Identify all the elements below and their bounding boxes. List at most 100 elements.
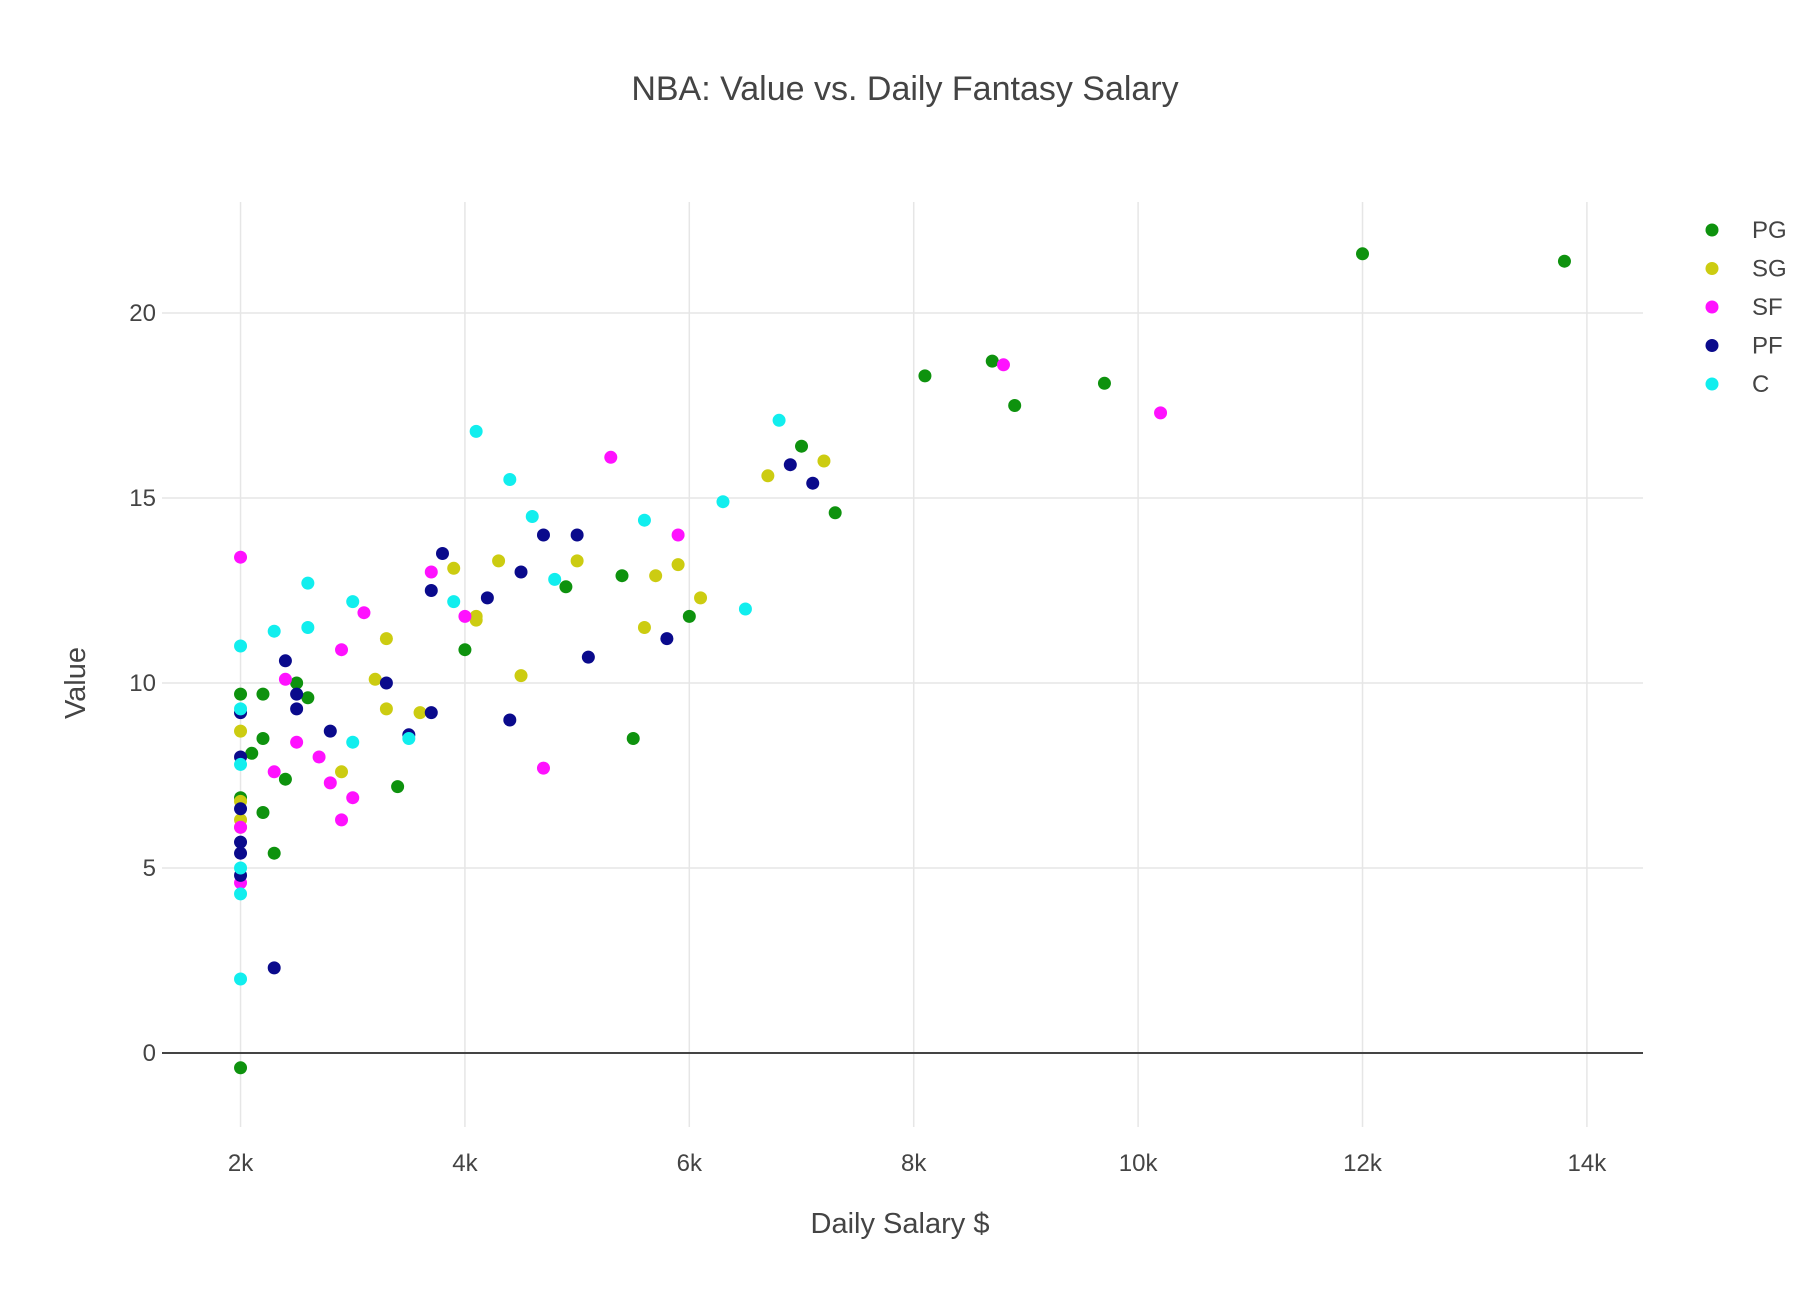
data-point[interactable]	[514, 669, 528, 683]
data-point[interactable]	[604, 450, 618, 464]
data-point[interactable]	[402, 732, 416, 745]
legend-item-c[interactable]: C	[1705, 371, 1770, 398]
data-point[interactable]	[290, 676, 304, 690]
data-point[interactable]	[637, 513, 651, 527]
data-point[interactable]	[379, 632, 393, 646]
data-point[interactable]	[234, 1061, 248, 1075]
data-point[interactable]	[795, 439, 809, 453]
data-point[interactable]	[413, 706, 427, 720]
data-point[interactable]	[996, 358, 1010, 372]
legend-item-pf[interactable]: PF	[1705, 333, 1783, 360]
data-point[interactable]	[391, 780, 405, 794]
data-point[interactable]	[536, 761, 550, 775]
data-point[interactable]	[267, 846, 281, 860]
data-point[interactable]	[424, 706, 438, 720]
data-point[interactable]	[234, 687, 248, 701]
data-point[interactable]	[1008, 399, 1022, 412]
data-point[interactable]	[234, 820, 248, 834]
data-point[interactable]	[817, 454, 831, 468]
data-point[interactable]	[267, 624, 281, 638]
data-point[interactable]	[234, 887, 248, 901]
data-point[interactable]	[772, 413, 786, 427]
data-point[interactable]	[806, 476, 820, 490]
data-point[interactable]	[379, 676, 393, 690]
legend-item-pg[interactable]: PG	[1705, 217, 1787, 244]
data-point[interactable]	[435, 547, 449, 560]
data-point[interactable]	[570, 554, 584, 568]
data-point[interactable]	[761, 469, 775, 483]
data-point[interactable]	[637, 621, 651, 634]
data-point[interactable]	[256, 732, 270, 745]
data-point[interactable]	[256, 806, 270, 819]
data-point[interactable]	[290, 735, 304, 749]
data-point[interactable]	[234, 835, 248, 849]
data-point[interactable]	[469, 424, 483, 438]
data-point[interactable]	[918, 369, 932, 383]
data-point[interactable]	[660, 632, 674, 646]
data-point[interactable]	[234, 702, 248, 716]
data-point[interactable]	[278, 654, 292, 668]
data-point[interactable]	[581, 650, 595, 664]
data-point[interactable]	[424, 584, 438, 597]
data-point[interactable]	[301, 621, 315, 634]
data-point[interactable]	[234, 802, 248, 816]
data-point[interactable]	[615, 569, 629, 583]
data-point[interactable]	[559, 580, 573, 594]
data-point[interactable]	[234, 724, 248, 738]
data-point[interactable]	[447, 595, 461, 609]
data-point[interactable]	[682, 609, 696, 623]
data-point[interactable]	[783, 458, 797, 472]
data-point[interactable]	[312, 750, 326, 764]
data-point[interactable]	[323, 724, 337, 738]
data-point[interactable]	[492, 554, 506, 568]
data-point[interactable]	[694, 591, 708, 605]
data-point[interactable]	[346, 791, 360, 805]
data-point[interactable]	[278, 772, 292, 786]
data-point[interactable]	[335, 813, 349, 827]
data-point[interactable]	[649, 569, 663, 583]
data-point[interactable]	[301, 691, 315, 705]
data-point[interactable]	[323, 776, 337, 790]
data-point[interactable]	[738, 602, 752, 616]
data-point[interactable]	[503, 713, 517, 727]
data-point[interactable]	[570, 528, 584, 542]
legend-item-sg[interactable]: SG	[1705, 256, 1787, 283]
data-point[interactable]	[424, 565, 438, 579]
data-point[interactable]	[1097, 376, 1111, 390]
data-point[interactable]	[1154, 406, 1168, 420]
data-point[interactable]	[290, 702, 304, 716]
data-point[interactable]	[234, 846, 248, 860]
data-point[interactable]	[234, 639, 248, 653]
data-point[interactable]	[234, 972, 248, 986]
data-point[interactable]	[234, 757, 248, 771]
data-point[interactable]	[1557, 254, 1571, 268]
data-point[interactable]	[985, 354, 999, 368]
data-point[interactable]	[267, 765, 281, 779]
data-point[interactable]	[716, 495, 730, 509]
data-point[interactable]	[458, 643, 472, 657]
data-point[interactable]	[469, 613, 483, 627]
data-point[interactable]	[447, 561, 461, 575]
legend-item-sf[interactable]: SF	[1705, 294, 1783, 321]
data-point[interactable]	[548, 572, 562, 586]
data-point[interactable]	[458, 609, 472, 623]
data-point[interactable]	[828, 506, 842, 520]
data-point[interactable]	[290, 687, 304, 701]
data-point[interactable]	[525, 510, 539, 523]
data-point[interactable]	[480, 591, 494, 605]
data-point[interactable]	[626, 732, 640, 745]
data-point[interactable]	[234, 861, 248, 875]
data-point[interactable]	[335, 643, 349, 657]
data-point[interactable]	[301, 576, 315, 590]
data-point[interactable]	[379, 702, 393, 716]
data-point[interactable]	[368, 672, 382, 686]
data-point[interactable]	[335, 765, 349, 779]
data-point[interactable]	[357, 606, 371, 620]
data-point[interactable]	[267, 961, 281, 975]
data-point[interactable]	[234, 550, 248, 564]
data-point[interactable]	[514, 565, 528, 579]
data-point[interactable]	[245, 746, 259, 760]
data-point[interactable]	[536, 528, 550, 542]
data-point[interactable]	[346, 735, 360, 749]
data-point[interactable]	[278, 672, 292, 686]
